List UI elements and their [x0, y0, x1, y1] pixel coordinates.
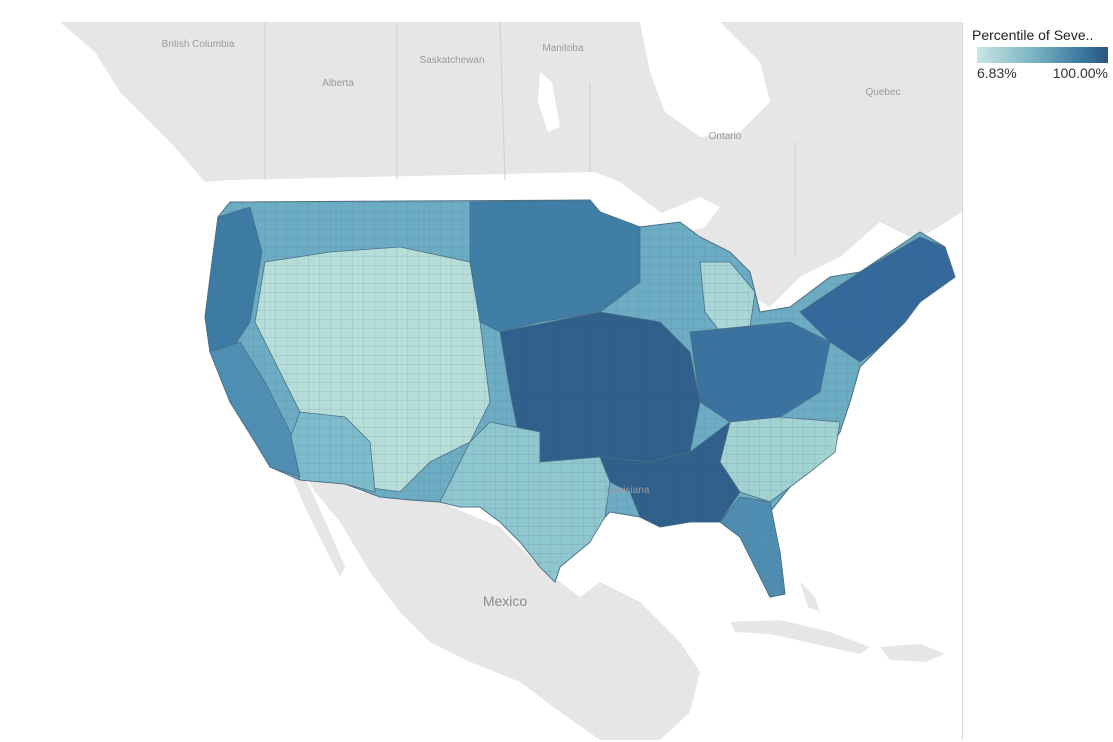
label-saskatchewan: Saskatchewan	[419, 55, 484, 66]
hudson-bay	[640, 22, 770, 137]
legend-title: Percentile of Seve..	[972, 27, 1094, 43]
florida-keys-bahamas	[800, 582, 820, 612]
county-borders	[205, 200, 955, 597]
legend-gradient-bar	[977, 47, 1108, 63]
legend-min-label: 6.83%	[977, 65, 1017, 81]
mexico-landmass	[300, 462, 700, 740]
label-manitoba: Manitoba	[542, 43, 584, 54]
baja-california	[292, 462, 345, 577]
legend-max-label: 100.00%	[1052, 65, 1108, 81]
lake-winnipeg	[538, 72, 560, 132]
usa-counties-layer[interactable]	[204, 199, 956, 598]
cuba	[730, 620, 870, 654]
province-borders	[264, 22, 796, 257]
map-canvas[interactable]: British Columbia Alberta Saskatchewan Ma…	[0, 22, 963, 740]
label-louisiana: Louisiana	[607, 485, 650, 496]
choropleth-map[interactable]: British Columbia Alberta Saskatchewan Ma…	[0, 22, 962, 740]
color-legend[interactable]: Percentile of Seve.. 6.83% 100.00%	[972, 26, 1110, 86]
label-alberta: Alberta	[322, 78, 354, 89]
label-british-columbia: British Columbia	[162, 39, 235, 50]
label-quebec: Quebec	[865, 87, 900, 98]
hispaniola	[880, 644, 945, 662]
label-ontario: Ontario	[709, 131, 742, 142]
label-mexico: Mexico	[483, 593, 528, 609]
